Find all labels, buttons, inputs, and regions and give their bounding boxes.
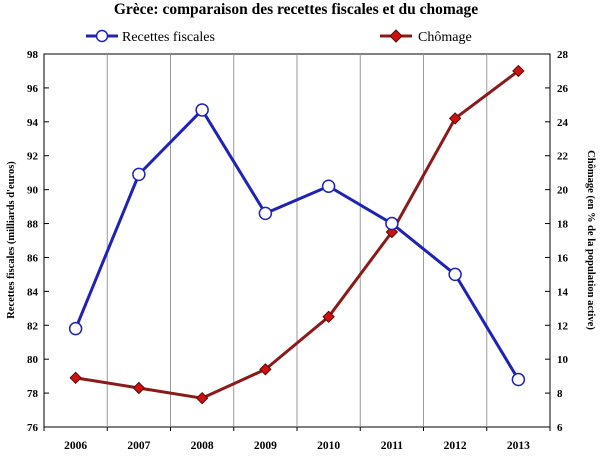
legend-label-recettes: Recettes fiscales [122,30,215,45]
y-left-tick-label: 90 [27,185,39,197]
y-right-tick-label: 26 [557,83,569,95]
x-tick-label: 2011 [381,440,404,452]
y-right-tick-label: 6 [557,422,563,434]
y-right-tick-label: 24 [557,117,569,129]
series-line-chomage [75,69,520,400]
y-right-tick-label: 14 [557,286,569,298]
y-right-tick-label: 28 [557,49,569,61]
data-point-recettes [448,267,462,282]
axes: 76 78 80 82 84 86 88 90 92 94 96 98 6 8 10 12 14 16 18 20 22… [27,49,569,452]
x-tick-label: 2006 [64,440,87,452]
y-right-tick-label: 16 [557,252,569,264]
y-right-tick-label: 12 [557,320,569,332]
data-point-recettes [195,103,209,117]
y-left-tick-label: 92 [27,151,39,163]
y-left-tick-label: 84 [27,286,39,298]
legend-item-chomage: Chômage [380,29,472,45]
y-right-label: Chômage (en % de la population active) [585,150,596,330]
data-point-chomage [322,310,335,324]
data-point-recettes [132,167,146,182]
data-point-chomage [259,363,272,376]
y-left-tick-label: 88 [27,219,39,231]
data-point-chomage [448,112,462,125]
y-left-label: Recettes fiscales (milliards d'euros) [6,161,17,319]
x-tick-label: 2007 [127,440,150,452]
y-left-tick-label: 98 [27,49,39,61]
chart-title: Grèce: comparaison des recettes fiscales… [114,1,478,18]
data-point-recettes [385,216,399,231]
y-right-tick-label: 18 [557,219,569,231]
legend-marker-chomage [389,29,403,43]
legend-marker-recettes [95,29,109,43]
series [68,64,526,405]
series-line-recettes [74,108,520,381]
y-left-tick-label: 86 [27,252,39,264]
data-point-chomage [69,371,82,385]
y-right-tick-label: 22 [557,151,569,163]
y-right-tick-label: 8 [557,388,563,400]
legend-item-recettes: Recettes fiscales [86,29,215,45]
y-right-tick-label: 10 [557,354,569,366]
y-left-tick-label: 96 [27,83,39,95]
y-right-tick-label: 20 [557,185,569,197]
legend: Recettes fiscales Chômage [86,29,472,45]
data-point-recettes [68,321,83,336]
data-point-chomage [132,381,146,395]
legend-label-chomage: Chômage [418,30,472,45]
x-tick-label: 2010 [317,440,340,452]
x-tick-label: 2009 [254,440,277,452]
data-point-recettes [258,206,273,221]
y-left-tick-label: 82 [27,320,39,332]
x-tick-label: 2008 [191,440,214,452]
y-left-tick-label: 78 [27,388,39,400]
data-point-recettes [511,372,526,387]
y-left-tick-label: 80 [27,354,39,366]
y-left-tick-label: 76 [27,422,39,434]
x-tick-label: 2012 [444,440,467,452]
grid [106,54,488,427]
data-point-recettes [321,179,336,193]
y-left-tick-label: 94 [27,117,39,129]
data-point-chomage [512,64,525,78]
data-point-chomage [195,391,209,405]
x-tick-label: 2013 [507,440,530,452]
